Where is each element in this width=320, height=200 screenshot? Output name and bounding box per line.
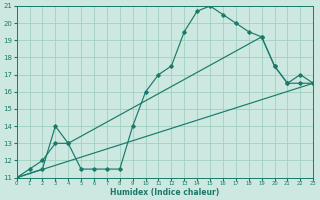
X-axis label: Humidex (Indice chaleur): Humidex (Indice chaleur) (110, 188, 220, 197)
